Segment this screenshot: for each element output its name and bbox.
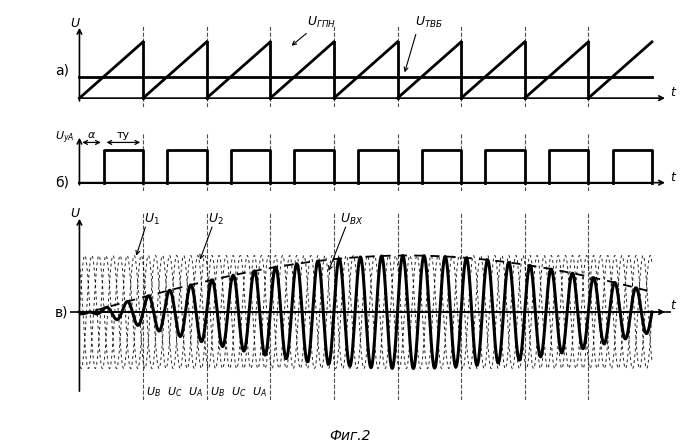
Text: U: U [70,207,79,221]
Text: $U_{ТВБ}$: $U_{ТВБ}$ [415,14,443,29]
Text: α: α [88,131,95,140]
Text: б): б) [55,176,69,190]
Text: Фиг.2: Фиг.2 [329,428,370,443]
Text: $U_{ВХ}$: $U_{ВХ}$ [340,212,363,227]
Text: $U_C$: $U_C$ [167,386,182,400]
Text: $U_A$: $U_A$ [252,386,267,400]
Text: в): в) [55,305,69,319]
Text: U: U [70,16,79,29]
Text: t: t [670,171,675,184]
Text: ту: ту [117,131,130,140]
Text: $U_{уА}$: $U_{уА}$ [55,130,74,147]
Text: $U_2$: $U_2$ [208,212,224,227]
Text: а): а) [55,63,69,77]
Text: $U_1$: $U_1$ [144,212,160,227]
Text: $U_B$: $U_B$ [146,386,161,400]
Text: $U_{ГПН}$: $U_{ГПН}$ [307,14,336,29]
Text: $U_C$: $U_C$ [231,386,246,400]
Text: $U_A$: $U_A$ [189,386,203,400]
Text: t: t [670,299,675,312]
Text: t: t [670,86,675,99]
Text: $U_B$: $U_B$ [210,386,225,400]
